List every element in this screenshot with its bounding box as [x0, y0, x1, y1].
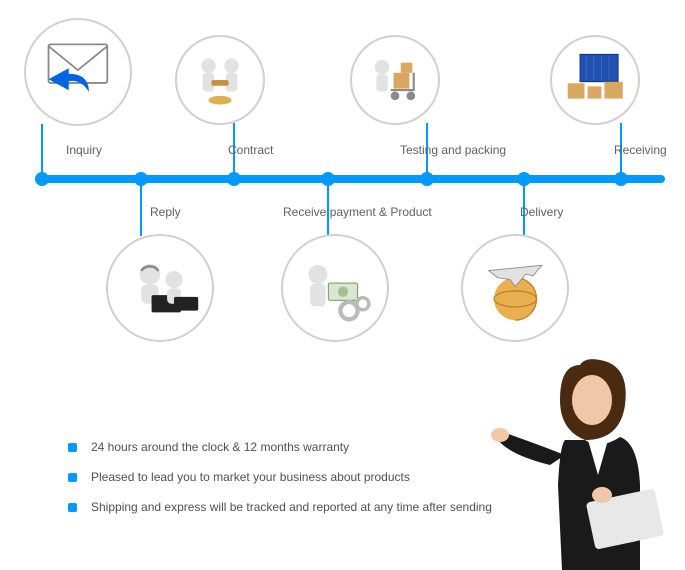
timeline-connector — [41, 124, 43, 175]
process-timeline: Inquiry Reply Contract Receive payment &… — [0, 0, 685, 360]
step-delivery-icon — [461, 234, 569, 342]
step-delivery-label: Delivery — [520, 205, 563, 219]
bullet-icon — [68, 473, 77, 482]
bullet-text: Shipping and express will be tracked and… — [91, 500, 492, 514]
step-reply-label: Reply — [150, 205, 181, 219]
step-testing-icon — [350, 35, 440, 125]
salesperson-illustration — [490, 345, 680, 570]
bullet-item: Shipping and express will be tracked and… — [68, 500, 492, 514]
step-inquiry-icon — [24, 18, 132, 126]
timeline-connector — [140, 183, 142, 236]
bullet-icon — [68, 443, 77, 452]
step-testing-label: Testing and packing — [400, 143, 506, 157]
step-payment-label: Receive payment & Product — [283, 205, 432, 219]
bullet-item: Pleased to lead you to market your busin… — [68, 470, 492, 484]
bullet-icon — [68, 503, 77, 512]
step-payment-icon — [281, 234, 389, 342]
feature-bullet-list: 24 hours around the clock & 12 months wa… — [68, 440, 492, 530]
step-receiving-icon — [550, 35, 640, 125]
step-contract-label: Contract — [228, 143, 273, 157]
bullet-text: 24 hours around the clock & 12 months wa… — [91, 440, 349, 454]
step-inquiry-label: Inquiry — [66, 143, 102, 157]
step-receiving-label: Receiving — [614, 143, 667, 157]
step-contract-icon — [175, 35, 265, 125]
bullet-item: 24 hours around the clock & 12 months wa… — [68, 440, 492, 454]
timeline-bar — [35, 175, 665, 183]
step-reply-icon — [106, 234, 214, 342]
bullet-text: Pleased to lead you to market your busin… — [91, 470, 410, 484]
